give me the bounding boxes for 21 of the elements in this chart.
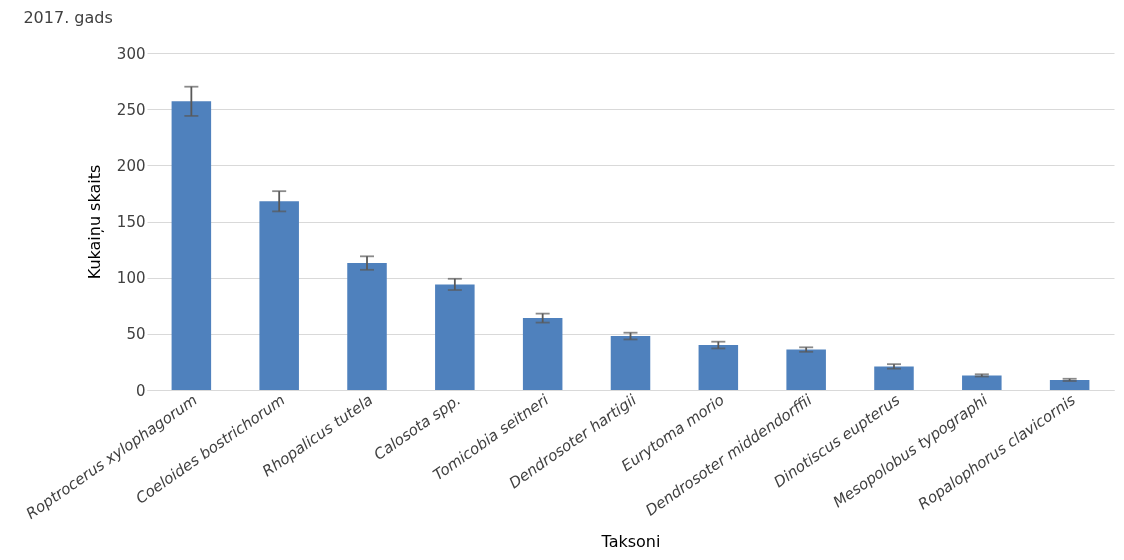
y-tick-label: 250	[116, 100, 146, 119]
y-tick-label: 50	[126, 325, 146, 344]
y-tick-label: 300	[116, 44, 146, 63]
y-tick-label: 200	[116, 156, 146, 175]
x-axis-title: Taksoni	[600, 532, 661, 552]
bar	[259, 201, 299, 390]
bar	[347, 263, 387, 390]
bar	[786, 349, 826, 390]
bar	[522, 318, 563, 390]
bar	[435, 284, 475, 390]
bar	[171, 101, 212, 390]
y-tick-label: 0	[135, 381, 146, 400]
bar	[1049, 379, 1090, 390]
bar	[874, 366, 914, 390]
bar	[698, 345, 739, 390]
bar	[610, 336, 651, 390]
bar	[962, 375, 1002, 390]
y-tick-label: 100	[116, 269, 146, 288]
chart-title: 2017. gads	[23, 8, 113, 27]
y-tick-label: 150	[116, 213, 146, 231]
y-axis-title: Kukaiņu skaits	[84, 164, 104, 280]
